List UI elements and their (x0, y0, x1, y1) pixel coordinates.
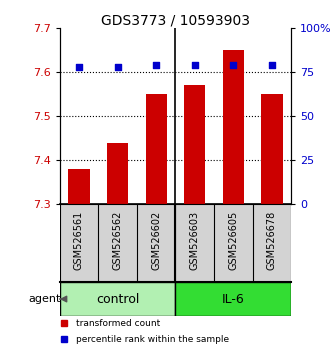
Point (115, 64, 120, 70)
Text: GSM526603: GSM526603 (190, 211, 200, 270)
Bar (68, 169, 89, 204)
Text: GSM526602: GSM526602 (151, 211, 161, 270)
Point (231, 62, 236, 68)
Text: agent: agent (28, 294, 60, 304)
Text: GSM526562: GSM526562 (113, 211, 122, 270)
Bar (184, 86, 205, 204)
Bar (261, 94, 283, 204)
Bar (175, 282, 291, 316)
Bar (223, 50, 244, 204)
Text: GSM526678: GSM526678 (267, 211, 277, 270)
Bar (107, 143, 128, 204)
Bar (60, 282, 175, 316)
Point (269, 62, 275, 68)
Point (192, 62, 197, 68)
Text: GSM526561: GSM526561 (74, 211, 84, 270)
Text: control: control (96, 292, 139, 306)
Point (154, 62, 159, 68)
Point (76, 64, 81, 70)
Text: GSM526605: GSM526605 (228, 211, 238, 270)
Text: transformed count: transformed count (76, 319, 160, 328)
Title: GDS3773 / 10593903: GDS3773 / 10593903 (101, 13, 250, 27)
Bar (146, 94, 167, 204)
Text: percentile rank within the sample: percentile rank within the sample (76, 335, 229, 344)
Text: IL-6: IL-6 (222, 292, 245, 306)
